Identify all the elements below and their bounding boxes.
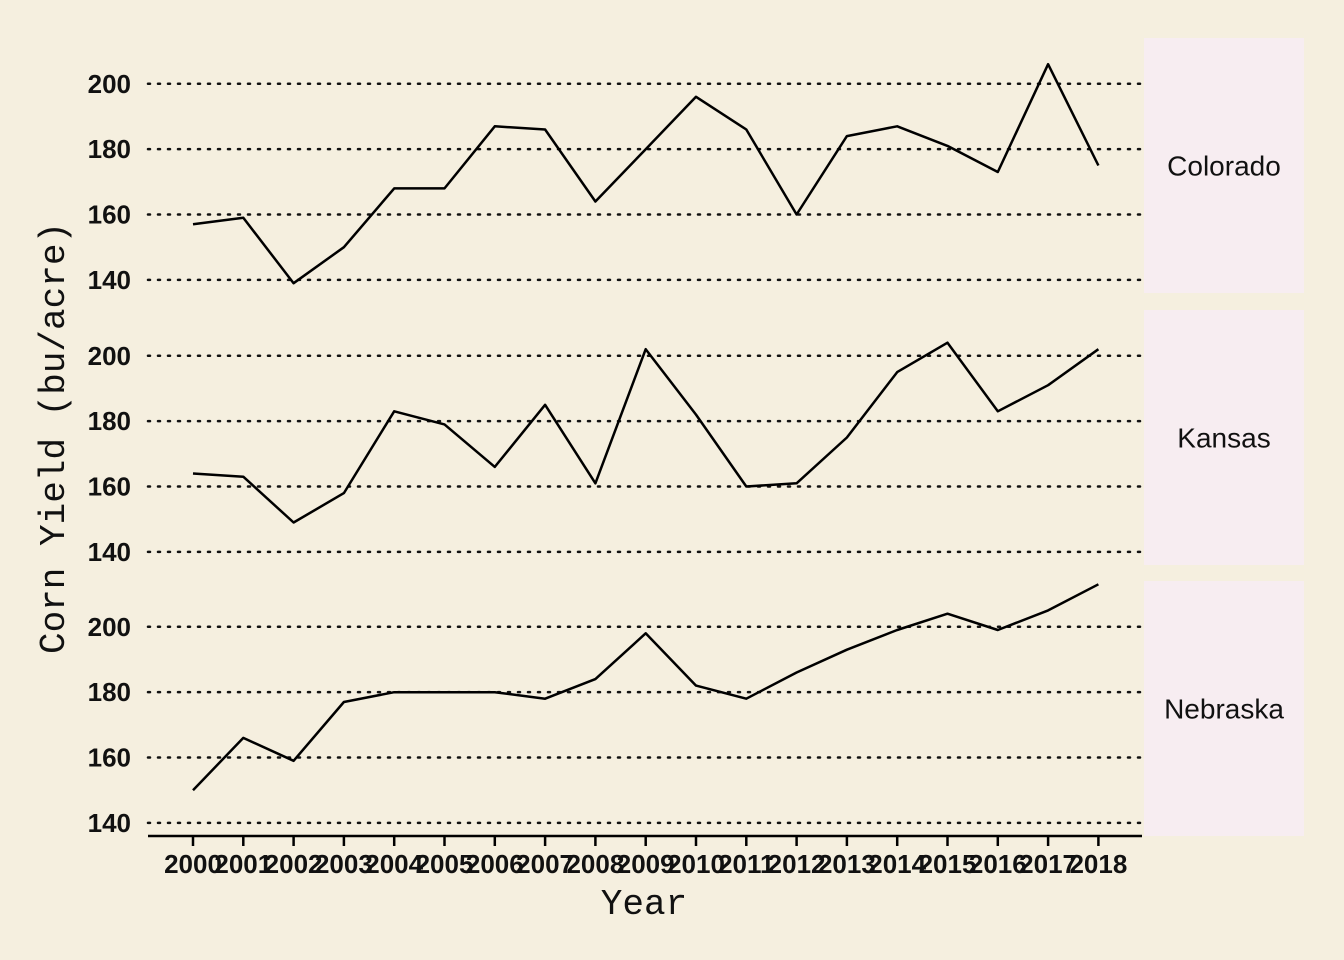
x-tick-label: 2008	[566, 849, 624, 879]
y-tick-label: 140	[88, 808, 131, 838]
y-tick-label: 160	[88, 200, 131, 230]
x-tick-label: 2007	[516, 849, 574, 879]
facet-strip-label: Nebraska	[1164, 694, 1284, 725]
y-tick-label: 140	[88, 265, 131, 295]
y-tick-label: 200	[88, 612, 131, 642]
x-tick-label: 2010	[667, 849, 725, 879]
x-tick-label: 2015	[919, 849, 977, 879]
y-tick-label: 180	[88, 406, 131, 436]
facet-strip-label: Kansas	[1177, 423, 1270, 454]
x-tick-label: 2012	[768, 849, 826, 879]
facet-panel-kansas: 140 160 180 200 Kansas	[88, 310, 1304, 567]
x-tick-label: 2001	[214, 849, 272, 879]
x-axis-title: Year	[601, 884, 687, 925]
facet-panels: 140160180200Colorado140160180200Kansas14…	[88, 38, 1304, 838]
x-tick-label: 2011	[718, 849, 774, 879]
facet-strip	[1144, 310, 1304, 565]
series-line-kansas	[192, 341, 1100, 524]
x-tick-label: 2000	[164, 849, 222, 879]
y-tick-label: 180	[88, 134, 131, 164]
facet-strip	[1144, 581, 1304, 836]
x-tick-label: 2006	[466, 849, 524, 879]
x-tick-label: 2004	[365, 849, 423, 879]
x-tick-label: 2009	[617, 849, 675, 879]
x-axis: 2000200120022003200420052006200720082009…	[148, 834, 1142, 879]
x-tick-label: 2014	[868, 849, 926, 879]
x-tick-label: 2018	[1069, 849, 1127, 879]
x-tick-label: 2005	[416, 849, 474, 879]
y-tick-label: 200	[88, 69, 131, 99]
facet-strip-label: Colorado	[1167, 151, 1281, 182]
y-tick-label: 160	[88, 472, 131, 502]
series-line-nebraska	[192, 583, 1099, 792]
y-tick-label: 160	[88, 743, 131, 773]
x-tick-label: 2016	[969, 849, 1027, 879]
y-tick-label: 180	[88, 677, 131, 707]
y-tick-label: 200	[88, 341, 131, 371]
series-line-colorado	[192, 62, 1100, 285]
x-tick-label: 2003	[315, 849, 373, 879]
facet-strip	[1144, 38, 1304, 293]
y-tick-label: 140	[88, 537, 131, 567]
y-axis-title: Corn Yield (bu/acre)	[34, 222, 75, 654]
x-tick-label: 2013	[818, 849, 876, 879]
x-tick-label: 2017	[1019, 849, 1077, 879]
x-tick-label: 2002	[265, 849, 323, 879]
facet-panel-colorado: 140 160 180 200 Colorado	[88, 38, 1304, 295]
facet-panel-nebraska: 140 160 180 200 Nebraska	[88, 581, 1304, 838]
